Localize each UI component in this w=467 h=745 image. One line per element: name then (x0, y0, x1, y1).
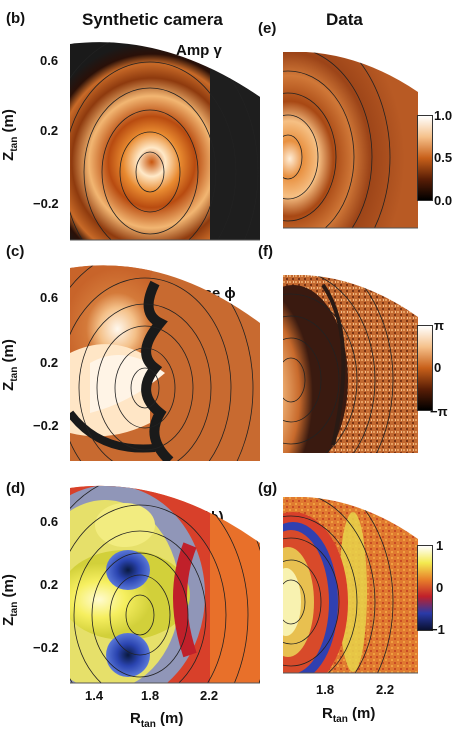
cbar-phase-tick-mid: 0 (434, 360, 442, 375)
cbar-phase-tick-max: π (434, 318, 444, 333)
ytick-c-06: 0.6 (40, 290, 59, 305)
y-axis-label-b: Ztan (m) (0, 109, 20, 161)
panel-g-image (283, 497, 418, 674)
xtick-right-22: 2.2 (376, 682, 395, 697)
panel-b-image (70, 42, 260, 241)
cbar-amp-tick-max: 1.0 (434, 108, 453, 123)
panel-label-e: (e) (258, 20, 277, 37)
x-axis-label-left: Rtan (m) (130, 710, 184, 730)
panel-label-f: (f) (258, 243, 273, 260)
panel-label-g: (g) (258, 480, 278, 497)
colorbar-phase (417, 325, 433, 411)
xtick-left-22: 2.2 (200, 688, 219, 703)
xtick-left-14: 1.4 (85, 688, 104, 703)
cbar-amp-tick-mid: 0.5 (434, 150, 453, 165)
ytick-c-02: 0.2 (40, 355, 59, 370)
panel-f-image (283, 275, 418, 454)
column-header-synthetic: Synthetic camera (82, 10, 223, 29)
column-header-data: Data (326, 10, 363, 29)
y-axis-label-d: Ztan (m) (0, 574, 20, 626)
panel-e-image (283, 52, 418, 229)
cbar-sin-tick-max: 1 (436, 538, 444, 553)
panel-label-b: (b) (6, 10, 26, 27)
ytick-d-06: 0.6 (40, 514, 59, 529)
ytick-b-m02: −0.2 (33, 196, 59, 211)
x-axis-label-right: Rtan (m) (322, 705, 376, 725)
ytick-c-m02: −0.2 (33, 418, 59, 433)
cbar-sin-tick-mid: 0 (436, 580, 444, 595)
xtick-right-18: 1.8 (316, 682, 335, 697)
cbar-amp-tick-min: 0.0 (434, 193, 453, 208)
panel-label-c: (c) (6, 243, 25, 260)
y-axis-label-c: Ztan (m) (0, 339, 20, 391)
panel-c-image (70, 265, 260, 462)
panel-title-amp: Amp γ (176, 42, 222, 59)
panel-label-d: (d) (6, 480, 26, 497)
ytick-b-02: 0.2 (40, 123, 59, 138)
xtick-left-18: 1.8 (141, 688, 160, 703)
ytick-d-m02: −0.2 (33, 640, 59, 655)
ytick-d-02: 0.2 (40, 577, 59, 592)
ytick-b-06: 0.6 (40, 53, 59, 68)
cbar-sin-tick-min: −1 (430, 622, 445, 637)
colorbar-amp (417, 115, 433, 201)
colorbar-gamma-sin (417, 545, 433, 631)
panel-d-image (70, 485, 260, 684)
cbar-phase-tick-min: −π (430, 404, 448, 419)
